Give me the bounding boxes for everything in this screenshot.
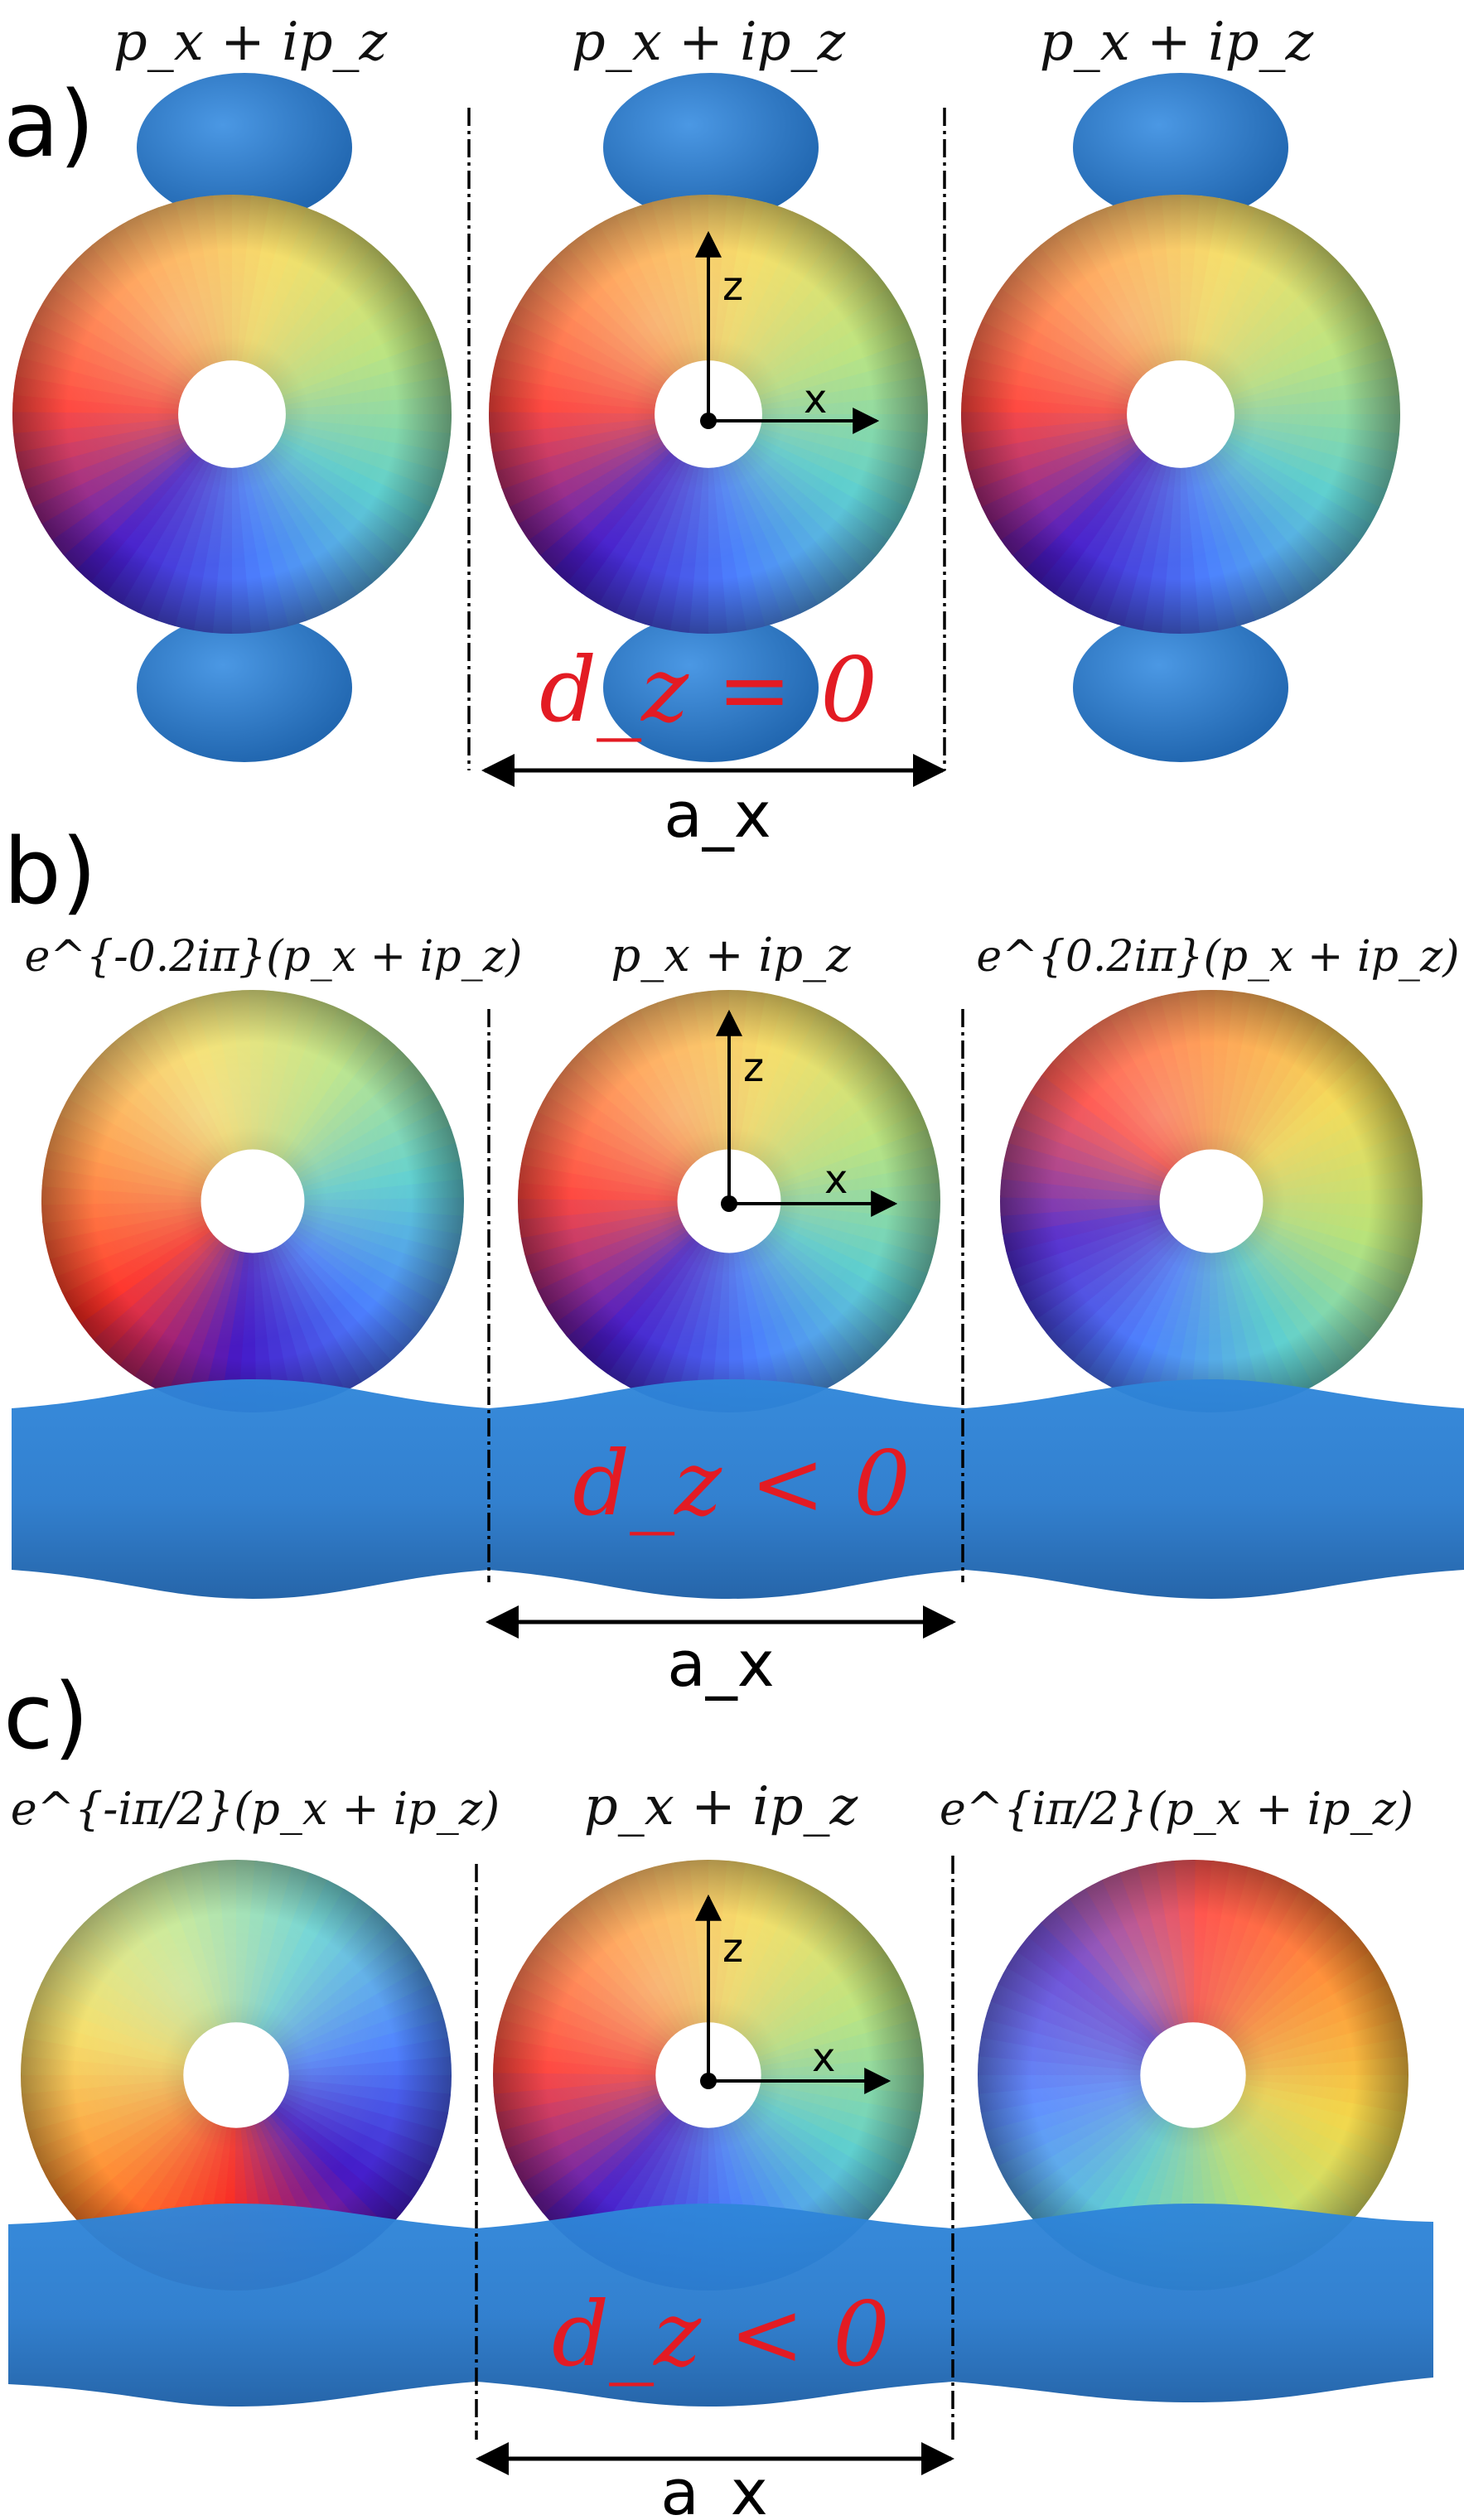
lattice-spacing-label: a_x	[667, 1627, 775, 1701]
torus-orbital	[41, 990, 464, 1412]
origin-dot	[721, 1195, 737, 1212]
panel-label: b)	[3, 818, 97, 924]
orbital-label-right: e^{0.2iπ}(p_x + ip_z)	[976, 932, 1459, 982]
dz-lobe-top	[603, 73, 819, 222]
torus-hole	[1127, 360, 1234, 468]
panel-label: c)	[3, 1663, 89, 1769]
z-axis-label: z	[743, 1045, 764, 1091]
condition-label: d_z < 0	[573, 1432, 911, 1536]
torus-hole	[1140, 2022, 1246, 2128]
panel-b: b) e^{-0.2iπ}(p_x + ip_z) p_x + ip_z e^{…	[3, 818, 1464, 1701]
torus-hole	[201, 1149, 305, 1253]
lattice-spacing-label: a_x	[660, 2455, 768, 2520]
origin-dot	[700, 2073, 717, 2089]
orbital-label-left: p_x + ip_z	[114, 12, 389, 73]
torus-orbital	[12, 195, 452, 634]
orbital-label-center: p_x + ip_z	[572, 12, 847, 73]
panel-label: a)	[3, 71, 94, 177]
z-axis-label: z	[722, 263, 743, 310]
torus-hole	[178, 360, 286, 468]
origin-dot	[700, 413, 717, 429]
dz-lobe-bottom	[1073, 613, 1288, 762]
condition-label: d_z < 0	[552, 2283, 890, 2387]
orbital-label-left: e^{-iπ/2}(p_x + ip_z)	[11, 1783, 500, 1835]
dz-slab	[8, 2204, 1433, 2407]
dz-lobe-bottom	[603, 613, 819, 762]
x-axis-label: x	[812, 2035, 835, 2081]
torus-hole	[183, 2022, 289, 2128]
panel-a: a) p_x + ip_z p_x + ip_z p_x + ip_z z x …	[3, 12, 1400, 852]
lattice-spacing-label: a_x	[664, 778, 771, 852]
torus-orbital	[978, 1860, 1408, 2291]
torus-orbital	[961, 195, 1400, 634]
torus-orbital	[489, 195, 928, 634]
orbital-label-left: e^{-0.2iπ}(p_x + ip_z)	[25, 932, 523, 982]
x-axis-label: x	[804, 376, 827, 422]
orbital-label-right: p_x + ip_z	[1040, 12, 1315, 73]
dz-slab	[12, 1379, 1464, 1599]
orbital-label-right: e^{iπ/2}(p_x + ip_z)	[940, 1783, 1413, 1835]
orbital-label-center: p_x + ip_z	[584, 1776, 859, 1837]
torus-orbital	[1000, 990, 1423, 1412]
dz-lobe-bottom	[137, 613, 352, 762]
orbital-label-center: p_x + ip_z	[611, 929, 851, 982]
torus-orbital	[493, 1860, 924, 2291]
torus-hole	[1159, 1149, 1263, 1253]
x-axis-label: x	[824, 1156, 848, 1203]
z-axis-label: z	[722, 1925, 743, 1972]
dz-lobe-top	[1073, 73, 1288, 222]
condition-label: d_z = 0	[539, 639, 877, 742]
panel-c: c) e^{-iπ/2}(p_x + ip_z) p_x + ip_z e^{i…	[3, 1663, 1433, 2520]
dz-lobe-top	[137, 73, 352, 222]
